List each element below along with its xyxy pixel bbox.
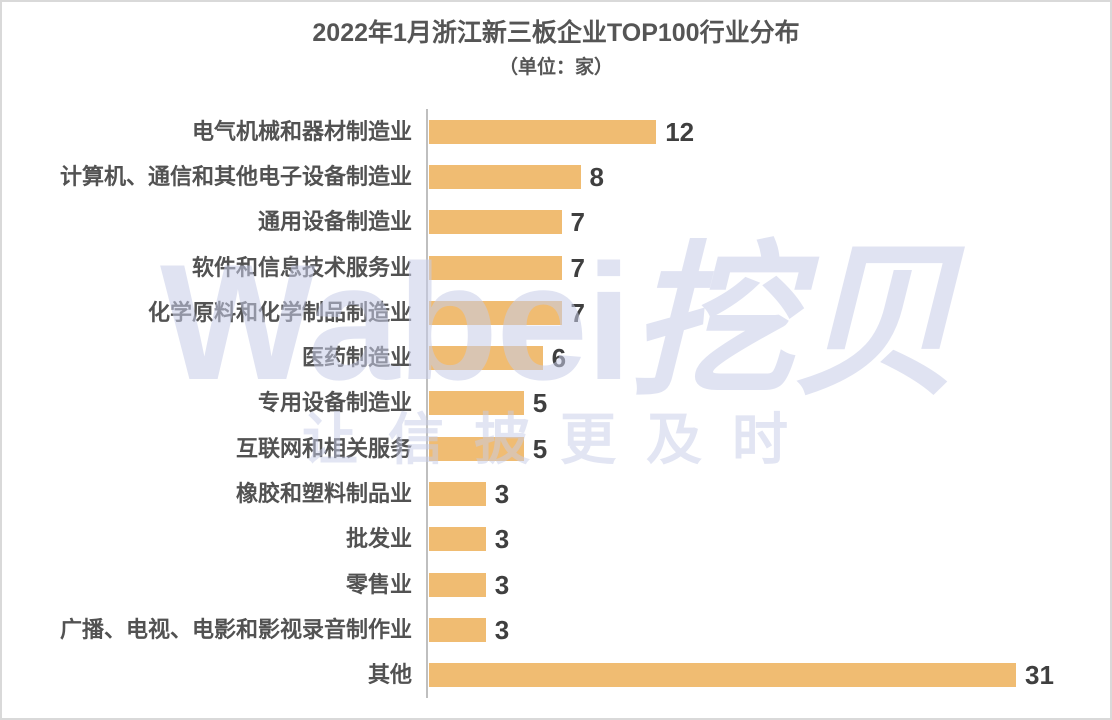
bar-row: 其他 31 <box>2 652 1110 698</box>
value-label: 7 <box>570 252 585 283</box>
bar-row: 通用设备制造业 7 <box>2 199 1110 245</box>
value-label: 5 <box>532 388 548 419</box>
value-label: 8 <box>589 161 604 192</box>
category-label: 医药制造业 <box>301 345 412 371</box>
value-label: 31 <box>1025 660 1054 691</box>
category-label: 电气机械和器材制造业 <box>191 118 412 144</box>
bar-row: 软件和信息技术服务业 7 <box>2 244 1110 291</box>
bar <box>429 617 486 642</box>
bar-track: 6 <box>426 335 1110 381</box>
value-label: 12 <box>665 116 695 147</box>
bar <box>429 255 562 280</box>
bar-track: 7 <box>426 244 1110 291</box>
bar-row: 互联网和相关服务 5 <box>2 426 1110 472</box>
value-label: 6 <box>551 343 567 374</box>
category-label: 广播、电视、电影和影视录音制作业 <box>59 616 412 642</box>
category-label: 计算机、通信和其他电子设备制造业 <box>59 163 412 189</box>
bar <box>429 391 524 416</box>
category-label: 其他 <box>367 662 412 688</box>
bar-track: 3 <box>426 516 1110 562</box>
bar <box>429 346 543 371</box>
value-label: 3 <box>494 569 510 600</box>
category-label: 橡胶和塑料制品业 <box>235 481 412 507</box>
chart-header: 2022年1月浙江新三板企业TOP100行业分布 （单位：家） <box>2 18 1110 79</box>
bar-row: 广播、电视、电影和影视录音制作业 3 <box>2 607 1110 653</box>
bar <box>429 527 486 552</box>
bar-track: 3 <box>426 471 1110 517</box>
category-label: 互联网和相关服务 <box>235 435 412 461</box>
bar-track: 31 <box>426 652 1110 698</box>
bar-row: 橡胶和塑料制品业 3 <box>2 471 1110 517</box>
value-label: 7 <box>570 207 585 238</box>
value-label: 5 <box>532 433 548 464</box>
bar <box>429 210 562 235</box>
bar-chart: 电气机械和器材制造业 12 计算机、通信和其他电子设备制造业 8 通用设备制造业 7 软件和… <box>2 109 1110 698</box>
chart-title: 2022年1月浙江新三板企业TOP100行业分布 <box>312 19 800 47</box>
bar <box>429 482 486 507</box>
bar-row: 批发业 3 <box>2 516 1110 562</box>
value-label: 3 <box>494 614 510 645</box>
bar <box>429 663 1016 688</box>
bar-row: 医药制造业 6 <box>2 335 1110 381</box>
bar-track: 3 <box>426 607 1110 653</box>
category-label: 批发业 <box>345 526 412 552</box>
category-label: 化学原料和化学制品制造业 <box>147 299 412 325</box>
bar-track: 7 <box>426 199 1110 245</box>
bar <box>429 572 486 597</box>
bar-row: 零售业 3 <box>2 561 1110 608</box>
bar-track: 5 <box>426 426 1110 472</box>
bar-rows: 电气机械和器材制造业 12 计算机、通信和其他电子设备制造业 8 通用设备制造业 7 软件和… <box>2 109 1110 698</box>
bar-row: 计算机、通信和其他电子设备制造业 8 <box>2 154 1110 200</box>
bar-row: 化学原料和化学制品制造业 7 <box>2 290 1110 336</box>
value-label: 7 <box>570 297 585 328</box>
category-label: 专用设备制造业 <box>257 390 412 416</box>
bar-track: 7 <box>426 290 1110 336</box>
bar <box>429 119 657 144</box>
category-label: 通用设备制造业 <box>257 209 412 235</box>
bar-track: 3 <box>426 561 1110 608</box>
bar <box>429 436 524 461</box>
category-label: 软件和信息技术服务业 <box>191 254 412 280</box>
category-label: 零售业 <box>345 571 412 597</box>
bar-row: 专用设备制造业 5 <box>2 380 1110 427</box>
chart-subtitle: （单位：家） <box>498 57 613 79</box>
bar-row: 电气机械和器材制造业 12 <box>2 109 1110 155</box>
bar <box>429 300 562 325</box>
bar-track: 12 <box>426 109 1110 155</box>
bar-track: 5 <box>426 380 1110 427</box>
value-label: 3 <box>494 479 510 510</box>
value-label: 3 <box>494 524 510 555</box>
bar <box>429 164 581 189</box>
bar-track: 8 <box>426 154 1110 200</box>
